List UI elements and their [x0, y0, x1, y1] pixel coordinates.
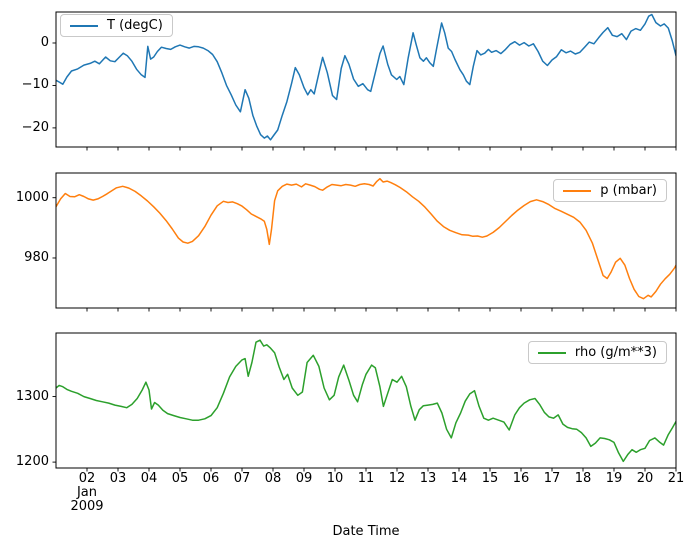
legend-label-density: rho (g/m**3) — [574, 345, 657, 360]
panel-frame-rho — [55, 332, 677, 469]
legend-temperature: T (degC) — [60, 14, 173, 37]
x-axis-title: Date Time — [332, 524, 400, 539]
legend-line-density-icon — [537, 351, 566, 354]
legend-pressure: p (mbar) — [553, 179, 667, 202]
legend-label-temperature: T (degC) — [107, 18, 163, 33]
series-line-p — [56, 177, 676, 300]
x-axis-month-label: Jan — [76, 485, 98, 500]
series-line-t — [56, 13, 676, 141]
legend-line-temperature-icon — [70, 24, 98, 27]
legend-density: rho (g/m**3) — [527, 341, 667, 364]
panel-frame-t — [55, 11, 677, 148]
x-axis-year-label: 2009 — [70, 499, 104, 514]
panel-frame-p — [55, 172, 677, 309]
legend-line-pressure-icon — [563, 189, 592, 192]
series-line-rho — [56, 339, 676, 463]
legend-label-pressure: p (mbar) — [600, 183, 657, 198]
